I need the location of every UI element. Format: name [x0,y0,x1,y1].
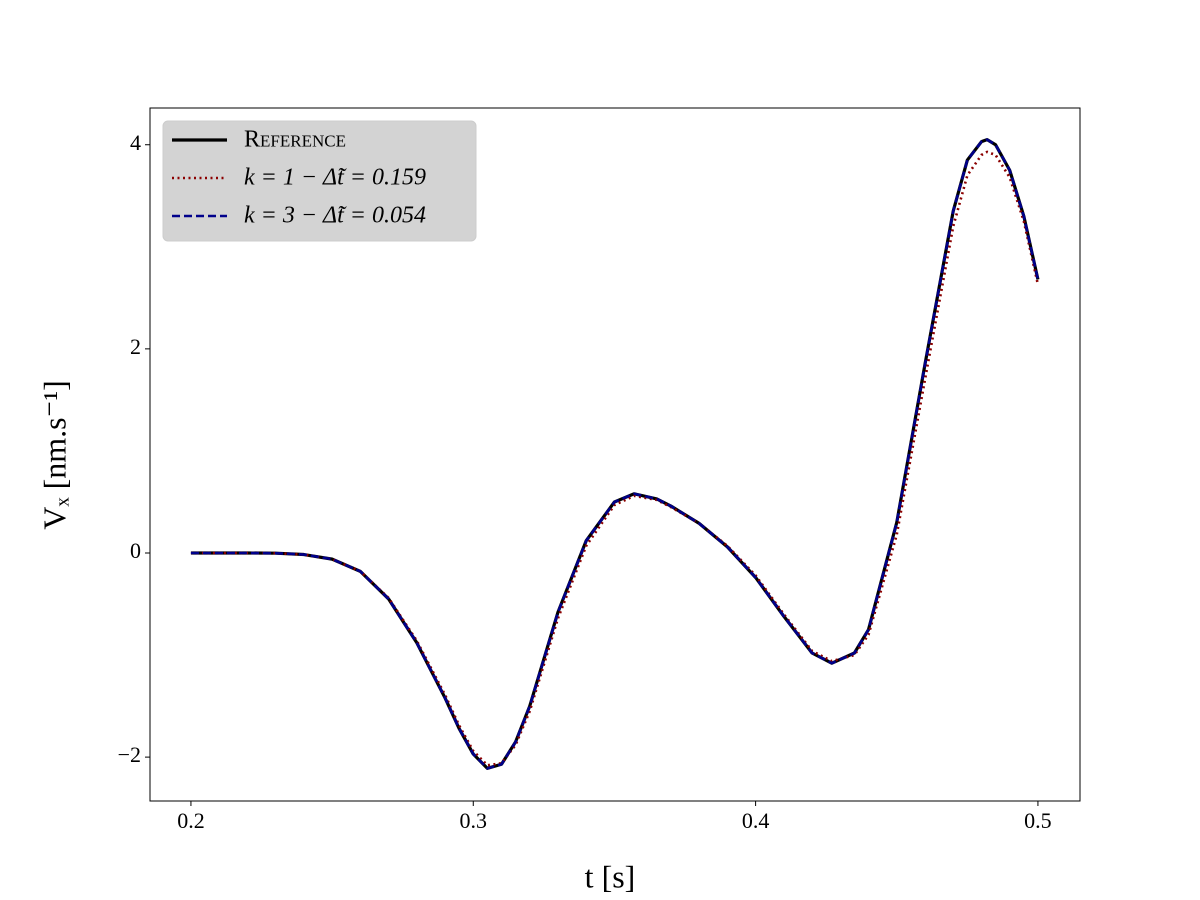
y-tick-label: 2 [130,334,141,359]
x-tick-label: 0.2 [177,808,205,833]
legend-label: k = 3 − Δ̃t = 0.054 [244,203,426,229]
y-tick-label: 4 [130,130,141,155]
legend-box [162,120,477,242]
x-axis-label: t [s] [585,858,636,894]
series-line [190,138,1040,770]
x-tick-label: 0.4 [742,808,770,833]
x-tick-label: 0.5 [1024,808,1052,833]
legend-label: Reference [244,127,346,153]
x-tick-label: 0.3 [460,808,488,833]
series-line [190,150,1040,767]
plot-frame [149,107,1081,802]
y-tick-label: 0 [130,538,141,563]
y-axis-label: Vₓ [nm.s⁻¹] [36,380,72,530]
y-tick-label: −2 [118,742,141,767]
legend-label: k = 1 − Δ̃t = 0.159 [244,165,426,191]
